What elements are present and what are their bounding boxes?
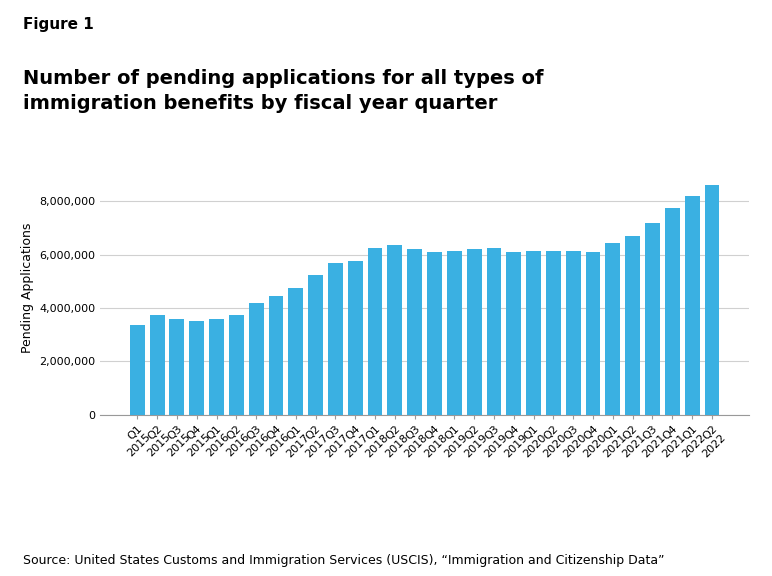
Y-axis label: Pending Applications: Pending Applications (21, 223, 34, 353)
Bar (546, 251, 560, 415)
Bar (308, 275, 323, 415)
Bar (150, 314, 164, 415)
Bar (427, 252, 442, 415)
Text: Source: United States Customs and Immigration Services (USCIS), “Immigration and: Source: United States Customs and Immigr… (23, 554, 665, 567)
Bar (685, 196, 699, 415)
Bar (705, 185, 720, 415)
Bar (447, 251, 462, 415)
Bar (170, 319, 185, 415)
Bar (388, 245, 402, 415)
Bar (408, 249, 422, 415)
Bar (328, 263, 343, 415)
Bar (506, 252, 521, 415)
Bar (229, 314, 244, 415)
Bar (566, 251, 581, 415)
Bar (586, 252, 601, 415)
Text: Number of pending applications for all types of
immigration benefits by fiscal y: Number of pending applications for all t… (23, 69, 543, 113)
Bar (189, 321, 204, 415)
Bar (348, 262, 363, 415)
Bar (625, 236, 640, 415)
Bar (527, 251, 541, 415)
Bar (289, 288, 303, 415)
Text: Figure 1: Figure 1 (23, 17, 94, 32)
Bar (130, 325, 144, 415)
Bar (665, 208, 679, 415)
Bar (605, 242, 620, 415)
Bar (645, 223, 660, 415)
Bar (249, 302, 263, 415)
Bar (467, 249, 482, 415)
Bar (269, 296, 283, 415)
Bar (367, 248, 382, 415)
Bar (486, 248, 501, 415)
Bar (209, 319, 224, 415)
